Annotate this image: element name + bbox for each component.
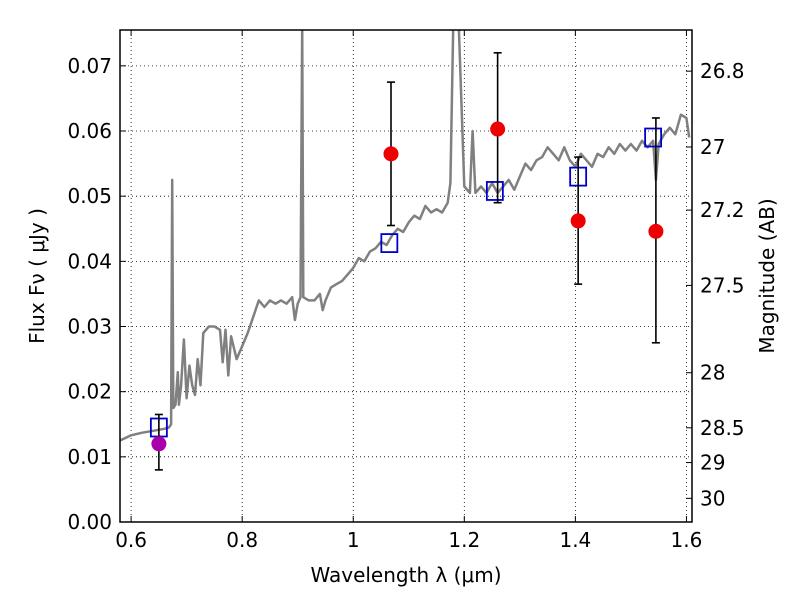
plot-area — [120, 30, 691, 471]
right-axis-title: Magnitude (AB) — [755, 198, 779, 353]
magnitude-tick-label: 28.5 — [700, 416, 745, 440]
y-tick-label: 0.01 — [67, 445, 112, 469]
y-tick-label: 0.02 — [67, 380, 112, 404]
y-tick-label: 0.03 — [67, 315, 112, 339]
magnitude-tick-label: 28 — [700, 361, 725, 385]
y-tick-label: 0.06 — [67, 119, 112, 143]
axes: 0.6 0.8 1 1.2 1.4 1.6 0.00 0.01 0.02 0.03 0.04 0.05… — [67, 30, 745, 552]
observed-flux-point — [490, 121, 506, 137]
y-tick-label: 0.04 — [67, 249, 112, 273]
magnitude-tick-label: 27.5 — [700, 273, 745, 297]
observed-flux-point — [648, 223, 664, 239]
magnitude-tick-label: 27 — [700, 135, 725, 159]
x-tick-label: 1.2 — [448, 528, 480, 552]
observed-flux-point — [151, 436, 167, 452]
magnitude-tick-label: 29 — [700, 451, 725, 475]
plot-frame — [119, 29, 693, 523]
y-tick-label: 0.07 — [67, 54, 112, 78]
x-tick-label: 1 — [347, 528, 360, 552]
magnitude-tick-label: 27.2 — [700, 198, 745, 222]
x-tick-label: 0.8 — [226, 528, 258, 552]
model-photometry-square — [380, 233, 399, 253]
observed-flux-point — [383, 146, 399, 162]
model-photometry-square — [485, 181, 504, 201]
y-tick-label: 0.00 — [67, 510, 112, 534]
x-tick-label: 0.6 — [115, 528, 147, 552]
magnitude-tick-label: 30 — [700, 486, 725, 510]
x-tick-label: 1.6 — [671, 528, 703, 552]
y-axis-title: Flux Fν ( μJy ) — [25, 208, 49, 344]
magnitude-tick-label: 26.8 — [700, 59, 745, 83]
x-axis-title: Wavelength λ (μm) — [310, 563, 501, 587]
x-tick-label: 1.4 — [559, 528, 591, 552]
model-spectrum-line — [120, 30, 691, 442]
observed-flux-point — [570, 213, 586, 229]
model-photometry-square — [644, 127, 663, 148]
y-tick-label: 0.05 — [67, 184, 112, 208]
